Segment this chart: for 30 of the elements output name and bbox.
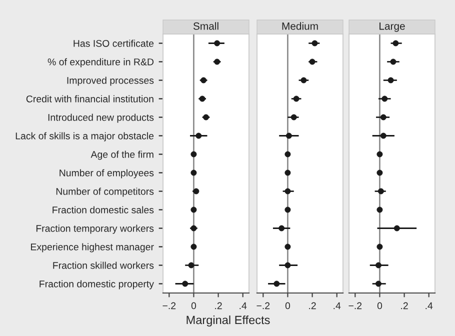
x-tick-label: 0 [191,302,196,310]
x-tick-label: −.2 [162,302,176,310]
chart-title: Medium [282,22,318,30]
y-tick-label: Experience highest manager [31,243,154,252]
chart-title: Large [380,22,405,32]
y-tick-label: Fraction domestic property [40,280,154,290]
x-tick-label: 0 [377,302,382,310]
x-tick-label: −.2 [348,302,362,310]
x-axis-title: Marginal Effects [186,315,270,327]
x-tick-label: .4 [426,302,433,310]
y-tick-label: Has ISO certificate [74,40,154,47]
y-tick-label: Number of employees [60,169,154,178]
x-tick-label: −.2 [256,302,270,310]
y-tick-label: Credit with financial institution [26,95,154,102]
x-tick-label: .4 [240,302,247,310]
y-tick-label: Improved processes [67,76,154,86]
y-tick-label: Age of the firm [90,150,154,160]
x-tick-label: .2 [401,302,408,310]
y-tick-label: % of expenditure in R&D [48,58,154,68]
x-tick-label: .4 [334,302,341,310]
y-tick-label: Fraction skilled workers [53,262,154,269]
y-tick-label: Lack of skills is a major obstacle [16,132,154,142]
y-tick-label: Fraction domestic sales [52,206,154,214]
x-tick-label: 0 [285,302,290,310]
chart-title: Small [193,22,218,30]
x-tick-label: .2 [215,302,222,310]
x-tick-label: .2 [309,302,316,310]
y-tick-label: Introduced new products [48,114,154,123]
y-tick-label: Fraction temporary workers [36,224,154,234]
y-tick-label: Number of competitors [56,188,154,197]
